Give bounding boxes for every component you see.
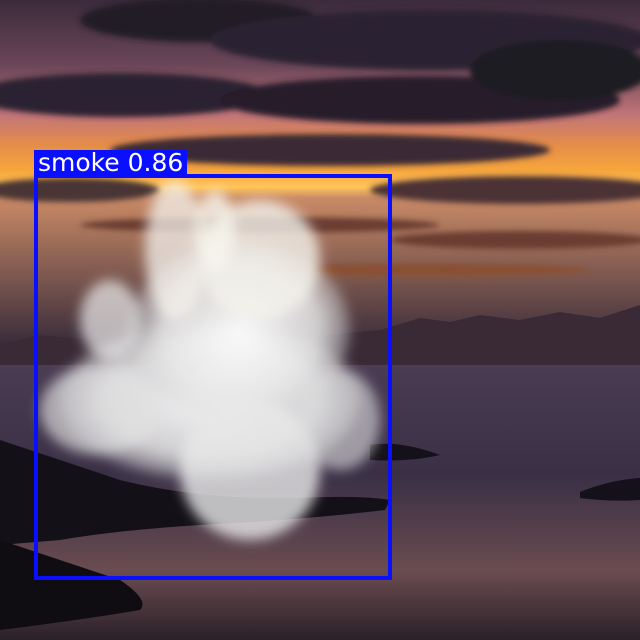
confidence-score: 0.86: [127, 148, 184, 177]
smoke-plume: [40, 180, 380, 540]
smoke-bounding-box: [34, 174, 392, 580]
detection-label: smoke 0.86: [34, 148, 188, 177]
class-label: smoke: [38, 148, 120, 177]
